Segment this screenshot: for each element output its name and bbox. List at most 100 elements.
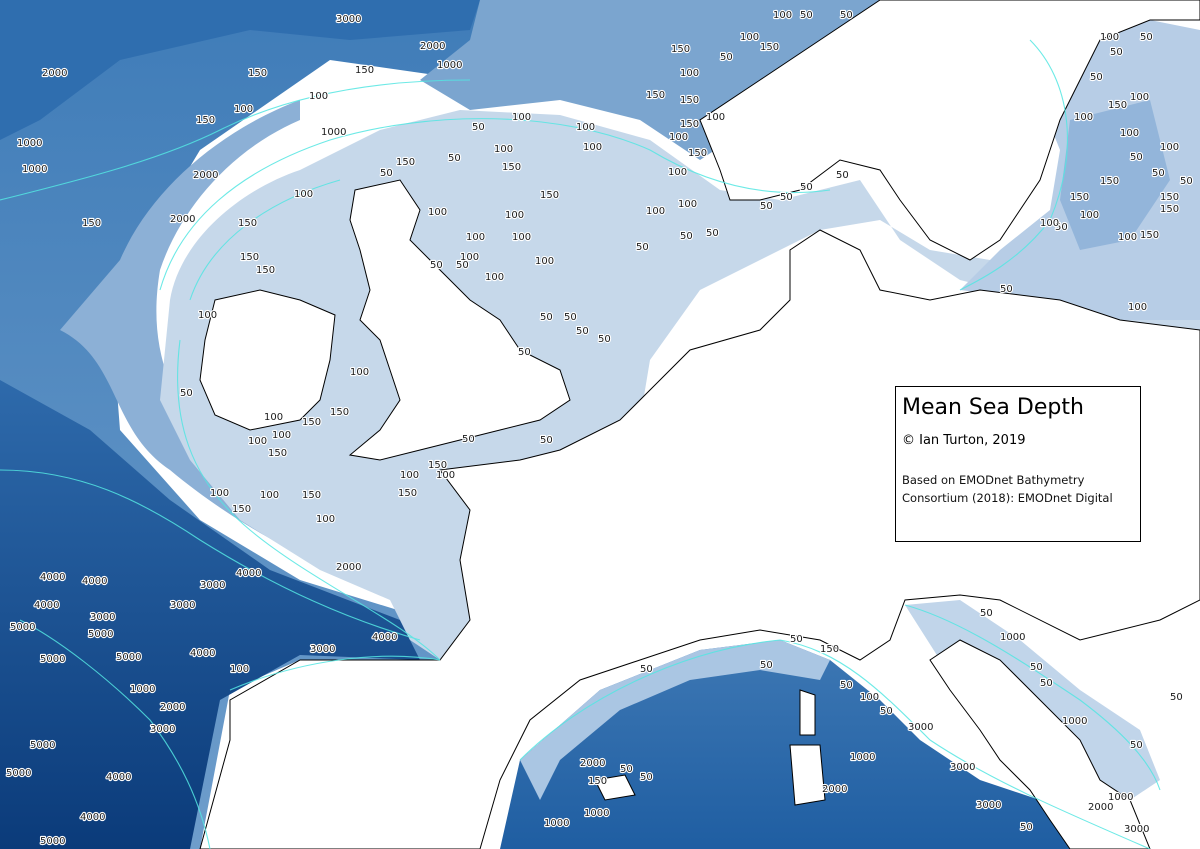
contour-label: 4000 (236, 568, 261, 579)
contour-label: 50 (598, 334, 611, 345)
contour-label: 150 (268, 448, 287, 459)
contour-label: 100 (494, 144, 513, 155)
contour-label: 150 (396, 157, 415, 168)
contour-label: 2000 (193, 170, 218, 181)
contour-label: 1000 (1108, 792, 1133, 803)
contour-label: 150 (238, 218, 257, 229)
contour-label: 100 (773, 10, 792, 21)
land-scandinavia (699, 0, 1200, 261)
contour-label: 100 (350, 367, 369, 378)
contour-label: 50 (880, 706, 893, 717)
contour-label: 150 (502, 162, 521, 173)
land-italy (929, 639, 1151, 849)
contour-label: 1000 (321, 127, 346, 138)
contour-label: 5000 (40, 836, 65, 847)
contour-label: 100 (583, 142, 602, 153)
contour-label: 50 (720, 52, 733, 63)
contour-label: 50 (1020, 822, 1033, 833)
contour-label: 100 (460, 252, 479, 263)
contour-label: 150 (398, 488, 417, 499)
contour-label: 100 (1080, 210, 1099, 221)
contour-label: 50 (1055, 222, 1068, 233)
contour-label: 150 (302, 490, 321, 501)
contour-label: 100 (678, 199, 697, 210)
contour-label: 3000 (150, 724, 175, 735)
contour-label: 100 (260, 490, 279, 501)
contour-label: 100 (400, 470, 419, 481)
contour-label: 100 (1040, 218, 1059, 229)
abyssal-plain (0, 380, 420, 849)
contour-label: 50 (462, 434, 475, 445)
contour-label: 5000 (6, 768, 31, 779)
contour-label: 50 (800, 182, 813, 193)
contour-label: 150 (302, 417, 321, 428)
contour-label: 150 (671, 44, 690, 55)
continental-shelf (160, 110, 1200, 660)
contour-label: 50 (472, 122, 485, 133)
contour-label: 50 (680, 231, 693, 242)
contour-label: 150 (680, 95, 699, 106)
contour-label: 150 (540, 190, 559, 201)
mediterranean-sea (500, 640, 1150, 849)
contour-label: 3000 (1124, 824, 1149, 835)
land-corsica (799, 689, 816, 736)
norwegian-sea (420, 0, 890, 160)
contour-label: 50 (706, 228, 719, 239)
contour-label: 100 (485, 272, 504, 283)
contour-label: 100 (1100, 32, 1119, 43)
contour-label: 100 (316, 514, 335, 525)
contour-label: 50 (448, 153, 461, 164)
land-sardinia (789, 744, 826, 806)
contour-label: 100 (576, 122, 595, 133)
contour-label: 1000 (544, 818, 569, 829)
contour-label: 150 (820, 644, 839, 655)
contour-label: 50 (1140, 32, 1153, 43)
contour-label: 1000 (22, 164, 47, 175)
contour-label: 100 (512, 112, 531, 123)
contour-label: 3000 (950, 762, 975, 773)
contour-label: 100 (234, 104, 253, 115)
contour-label: 100 (505, 210, 524, 221)
contour-label: 1000 (1000, 632, 1025, 643)
contour-label: 50 (180, 388, 193, 399)
contour-label: 5000 (10, 622, 35, 633)
contour-label: 50 (576, 326, 589, 337)
contour-label: 3000 (90, 612, 115, 623)
contour-label: 2000 (42, 68, 67, 79)
contour-label: 50 (1152, 168, 1165, 179)
contour-label: 100 (309, 91, 328, 102)
contour-label: 3000 (170, 600, 195, 611)
contour-label: 100 (680, 68, 699, 79)
copyright-text: © Ian Turton, 2019 (902, 433, 1026, 449)
contour-label: 3000 (976, 800, 1001, 811)
contour-label: 2000 (822, 784, 847, 795)
contour-label: 50 (800, 10, 813, 21)
contour-label: 150 (428, 460, 447, 471)
contour-label: 2000 (1088, 802, 1113, 813)
source-line-1: Based on EMODnet Bathymetry (902, 473, 1085, 488)
contour-label: 5000 (88, 629, 113, 640)
contour-label: 150 (1108, 100, 1127, 111)
contour-label: 100 (706, 112, 725, 123)
continental-slope (60, 100, 460, 640)
contour-label: 150 (196, 115, 215, 126)
contour-label: 100 (248, 436, 267, 447)
contour-label: 100 (512, 232, 531, 243)
contour-label: 100 (1120, 128, 1139, 139)
contour-label: 50 (1090, 72, 1103, 83)
contour-label: 50 (1040, 678, 1053, 689)
contour-label: 100 (1128, 302, 1147, 313)
contour-label: 4000 (80, 812, 105, 823)
contour-label: 100 (198, 310, 217, 321)
contour-label: 150 (248, 68, 267, 79)
contour-label: 3000 (310, 644, 335, 655)
contour-label: 50 (980, 608, 993, 619)
contour-label: 150 (1160, 192, 1179, 203)
baltic-deep (1060, 100, 1170, 250)
contour-label: 1000 (584, 808, 609, 819)
contour-label: 100 (535, 256, 554, 267)
contour-label: 4000 (34, 600, 59, 611)
contour-label: 5000 (40, 654, 65, 665)
contour-label: 3000 (200, 580, 225, 591)
